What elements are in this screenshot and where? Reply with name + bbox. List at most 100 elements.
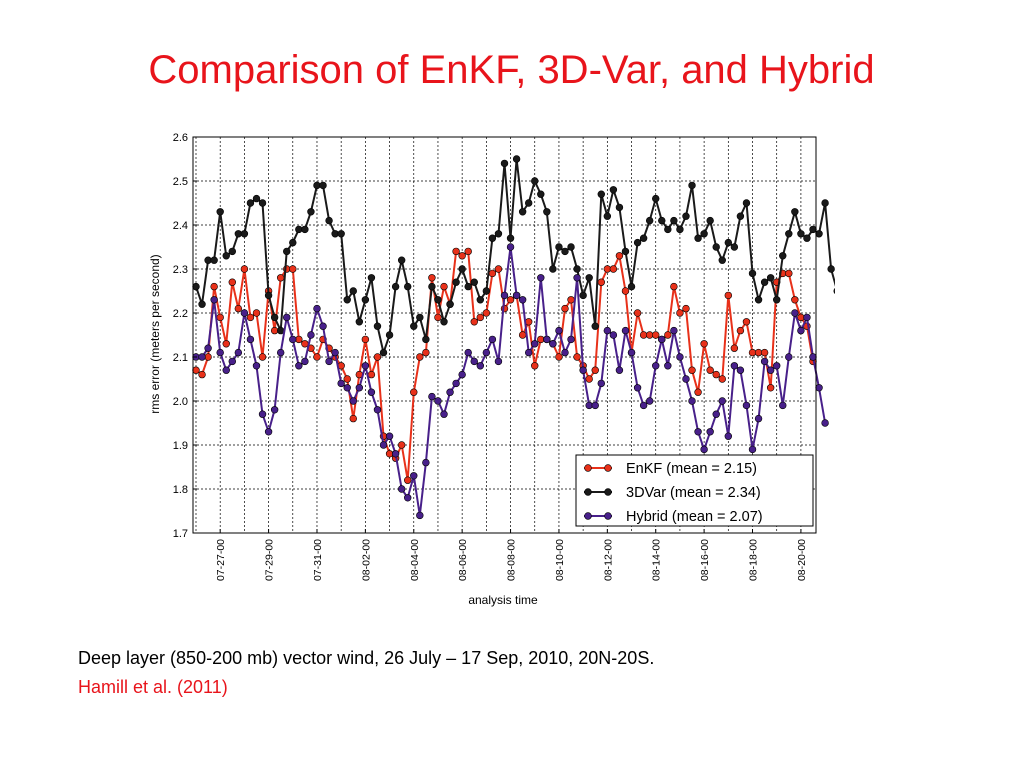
data-point — [821, 199, 829, 207]
data-point — [361, 296, 370, 304]
data-point — [712, 410, 720, 418]
plot-frame — [192, 136, 817, 534]
data-point — [531, 362, 539, 370]
data-point — [724, 432, 733, 440]
data-point — [736, 366, 745, 374]
citation: Hamill et al. (2011) — [78, 677, 228, 697]
data-point — [482, 287, 491, 295]
data-point — [785, 230, 793, 238]
slide-title: Comparison of EnKF, 3D-Var, and Hybrid — [148, 48, 875, 92]
data-point — [452, 379, 460, 388]
data-point — [373, 322, 382, 330]
data-point — [664, 225, 672, 234]
data-point — [549, 340, 557, 348]
data-point — [331, 348, 339, 357]
data-point — [349, 397, 357, 405]
data-point — [458, 265, 466, 273]
data-point — [270, 406, 279, 414]
data-point — [270, 313, 279, 322]
data-point — [319, 181, 327, 190]
data-point — [567, 243, 575, 251]
data-point — [500, 159, 509, 168]
data-point — [428, 282, 436, 291]
data-point — [597, 379, 605, 388]
data-point — [797, 230, 805, 238]
data-point — [524, 199, 533, 207]
data-point — [246, 313, 255, 322]
data-point — [258, 410, 267, 418]
y-tick-label: 2.2 — [173, 308, 188, 320]
data-point — [573, 265, 581, 273]
x-tick-label: 07-31-00 — [312, 539, 324, 581]
data-point — [264, 428, 273, 436]
data-point — [676, 353, 684, 361]
data-point — [766, 384, 775, 392]
y-axis-label: rms error (meters per second) — [148, 254, 162, 413]
data-point — [488, 234, 497, 242]
data-point — [615, 366, 624, 374]
legend-label: 3DVar (mean = 2.34) — [626, 485, 761, 501]
data-point — [234, 304, 243, 313]
data-point — [597, 278, 605, 286]
data-point — [258, 353, 267, 361]
legend-marker — [604, 464, 612, 472]
data-point — [633, 384, 642, 392]
data-point — [488, 335, 497, 344]
x-tick-label: 08-02-00 — [360, 539, 372, 581]
data-point — [385, 432, 394, 440]
data-point — [446, 300, 454, 308]
x-tick-label: 07-29-00 — [264, 539, 276, 581]
data-point — [289, 238, 297, 247]
data-point — [301, 225, 309, 234]
data-point — [603, 212, 612, 220]
data-point — [391, 450, 400, 458]
data-point — [289, 335, 297, 344]
data-point — [252, 309, 261, 317]
data-point — [827, 265, 835, 273]
data-point — [458, 252, 466, 260]
data-point — [585, 274, 593, 282]
data-point — [452, 247, 460, 256]
data-point — [700, 445, 708, 454]
data-point — [627, 348, 636, 357]
data-point — [476, 362, 485, 370]
data-point — [718, 397, 726, 405]
data-point — [579, 366, 587, 374]
data-point — [591, 401, 599, 410]
data-point — [204, 344, 212, 352]
data-point — [283, 247, 291, 256]
data-point — [730, 344, 739, 352]
data-point — [313, 353, 321, 361]
data-point — [458, 370, 466, 379]
data-point — [494, 357, 503, 366]
data-point — [337, 379, 345, 388]
y-tick-label: 2.4 — [173, 220, 188, 232]
data-point — [633, 238, 642, 247]
data-point — [440, 318, 448, 326]
y-tick-label: 1.8 — [173, 484, 188, 496]
data-point — [688, 181, 696, 190]
data-point — [361, 362, 370, 370]
data-point — [367, 274, 376, 282]
data-point — [246, 335, 255, 344]
data-point — [561, 348, 569, 357]
data-point — [404, 282, 412, 291]
data-point — [573, 274, 581, 282]
data-point — [809, 353, 817, 361]
data-point — [712, 243, 720, 251]
data-point — [464, 348, 472, 357]
legend-box — [575, 454, 814, 527]
data-point — [748, 445, 757, 454]
data-point — [470, 357, 478, 366]
data-point — [301, 357, 309, 366]
data-point — [531, 340, 539, 348]
data-point — [518, 208, 527, 216]
x-tick-label: 08-04-00 — [409, 539, 421, 581]
data-point — [252, 194, 261, 203]
data-point — [240, 230, 249, 238]
data-point — [694, 234, 702, 242]
data-point — [524, 348, 533, 357]
data-point — [694, 388, 702, 396]
data-point — [379, 348, 388, 357]
data-point — [210, 296, 218, 304]
